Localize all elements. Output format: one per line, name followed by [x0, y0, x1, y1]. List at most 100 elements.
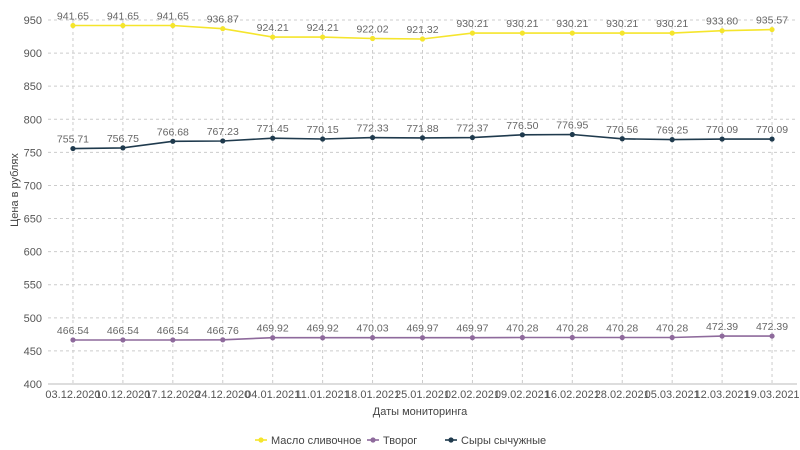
- data-label: 930.21: [606, 18, 638, 30]
- y-tick-label: 900: [24, 48, 42, 60]
- x-tick-label: 09.02.2021: [495, 389, 550, 401]
- data-point[interactable]: [519, 334, 525, 341]
- data-point[interactable]: [369, 134, 376, 141]
- legend: Масло сливочное Творог Сыры сычужные: [255, 435, 546, 447]
- data-point[interactable]: [519, 132, 525, 138]
- x-tick-label: 28.02.2021: [595, 389, 650, 401]
- data-point[interactable]: [569, 131, 575, 138]
- data-label: 770.56: [606, 124, 638, 136]
- data-label: 470.03: [357, 323, 389, 335]
- y-tick-label: 550: [24, 280, 42, 292]
- legend-label: Масло сливочное: [271, 435, 361, 447]
- y-tick-label: 800: [24, 114, 42, 126]
- x-tick-label: 11.01.2021: [296, 389, 350, 401]
- data-point[interactable]: [320, 335, 326, 341]
- data-point[interactable]: [369, 335, 376, 341]
- data-point[interactable]: [270, 135, 276, 141]
- data-point[interactable]: [419, 335, 426, 341]
- x-tick-label: 03.12.2020: [45, 389, 100, 401]
- data-point[interactable]: [469, 30, 476, 36]
- data-point[interactable]: [270, 34, 276, 40]
- data-label: 466.54: [157, 325, 189, 337]
- data-label: 924.21: [257, 22, 289, 34]
- data-label: 930.21: [656, 18, 688, 30]
- data-point[interactable]: [320, 34, 326, 40]
- grid-layer: [48, 19, 797, 385]
- data-point[interactable]: [569, 334, 575, 341]
- data-label: 469.97: [456, 323, 488, 335]
- data-point[interactable]: [619, 30, 625, 36]
- data-point[interactable]: [519, 30, 525, 36]
- data-point[interactable]: [220, 26, 226, 32]
- data-point[interactable]: [669, 30, 675, 36]
- data-label: 466.54: [57, 325, 89, 337]
- legend-item[interactable]: Творог: [367, 435, 417, 447]
- data-label: 933.80: [706, 16, 738, 28]
- data-point[interactable]: [469, 134, 476, 141]
- data-point[interactable]: [70, 22, 76, 29]
- data-point[interactable]: [170, 22, 176, 29]
- data-label: 469.97: [406, 323, 438, 335]
- legend-item[interactable]: Масло сливочное: [255, 435, 361, 447]
- data-label: 470.28: [506, 322, 538, 334]
- data-point[interactable]: [719, 28, 725, 34]
- data-point[interactable]: [419, 36, 426, 42]
- x-tick-label: 24.12.2020: [195, 389, 250, 401]
- data-labels-layer: 941.65 941.65 941.65 936.87 924.21 924.21 922.…: [57, 11, 788, 337]
- data-point[interactable]: [669, 334, 675, 341]
- data-label: 930.21: [556, 18, 588, 30]
- x-tick-label: 17.12.2020: [145, 389, 200, 401]
- data-point[interactable]: [619, 136, 625, 142]
- data-point[interactable]: [769, 333, 775, 339]
- data-point[interactable]: [220, 138, 226, 144]
- data-point[interactable]: [719, 333, 725, 339]
- data-point[interactable]: [469, 335, 476, 341]
- data-label: 470.28: [606, 322, 638, 334]
- data-label: 941.65: [57, 11, 89, 23]
- x-tick-label: 10.12.2020: [95, 389, 150, 401]
- data-point[interactable]: [120, 22, 126, 29]
- x-tick-label: 04.01.2021: [245, 389, 300, 401]
- data-point[interactable]: [769, 136, 775, 142]
- data-label: 772.33: [357, 123, 389, 135]
- data-label: 770.15: [307, 124, 339, 136]
- data-label: 935.57: [756, 15, 788, 27]
- data-point[interactable]: [320, 136, 326, 142]
- data-label: 472.39: [756, 321, 788, 333]
- data-point[interactable]: [120, 145, 126, 151]
- data-point[interactable]: [120, 337, 126, 343]
- data-point[interactable]: [419, 135, 426, 141]
- legend-item[interactable]: Сыры сычужные: [445, 435, 546, 447]
- y-tick-label: 400: [24, 379, 42, 391]
- data-point[interactable]: [170, 337, 176, 343]
- x-axis: 03.12.202010.12.202017.12.202024.12.2020…: [45, 383, 800, 401]
- data-label: 767.23: [207, 126, 239, 138]
- data-point[interactable]: [769, 26, 775, 33]
- x-axis-title: Даты мониторинга: [373, 406, 468, 418]
- y-tick-label: 700: [24, 180, 42, 192]
- data-label: 469.92: [257, 323, 289, 335]
- data-point[interactable]: [70, 145, 76, 152]
- data-point[interactable]: [719, 136, 725, 142]
- legend-dot-marker: [448, 437, 454, 443]
- y-tick-label: 750: [24, 147, 42, 159]
- data-label: 930.21: [506, 18, 538, 30]
- data-point[interactable]: [369, 35, 376, 42]
- series-layer: [70, 22, 775, 343]
- data-label: 936.87: [207, 14, 239, 26]
- data-point[interactable]: [170, 138, 176, 144]
- data-label: 472.39: [706, 321, 738, 333]
- data-point[interactable]: [569, 30, 575, 36]
- data-label: 922.02: [357, 24, 389, 36]
- data-point[interactable]: [669, 137, 675, 143]
- data-label: 941.65: [107, 11, 139, 23]
- legend-dot-marker: [258, 437, 264, 443]
- data-point[interactable]: [70, 337, 76, 343]
- data-point[interactable]: [619, 334, 625, 341]
- y-tick-label: 950: [24, 15, 42, 27]
- data-point[interactable]: [270, 335, 276, 341]
- x-tick-label: 16.02.2021: [545, 389, 600, 401]
- data-point[interactable]: [220, 337, 226, 343]
